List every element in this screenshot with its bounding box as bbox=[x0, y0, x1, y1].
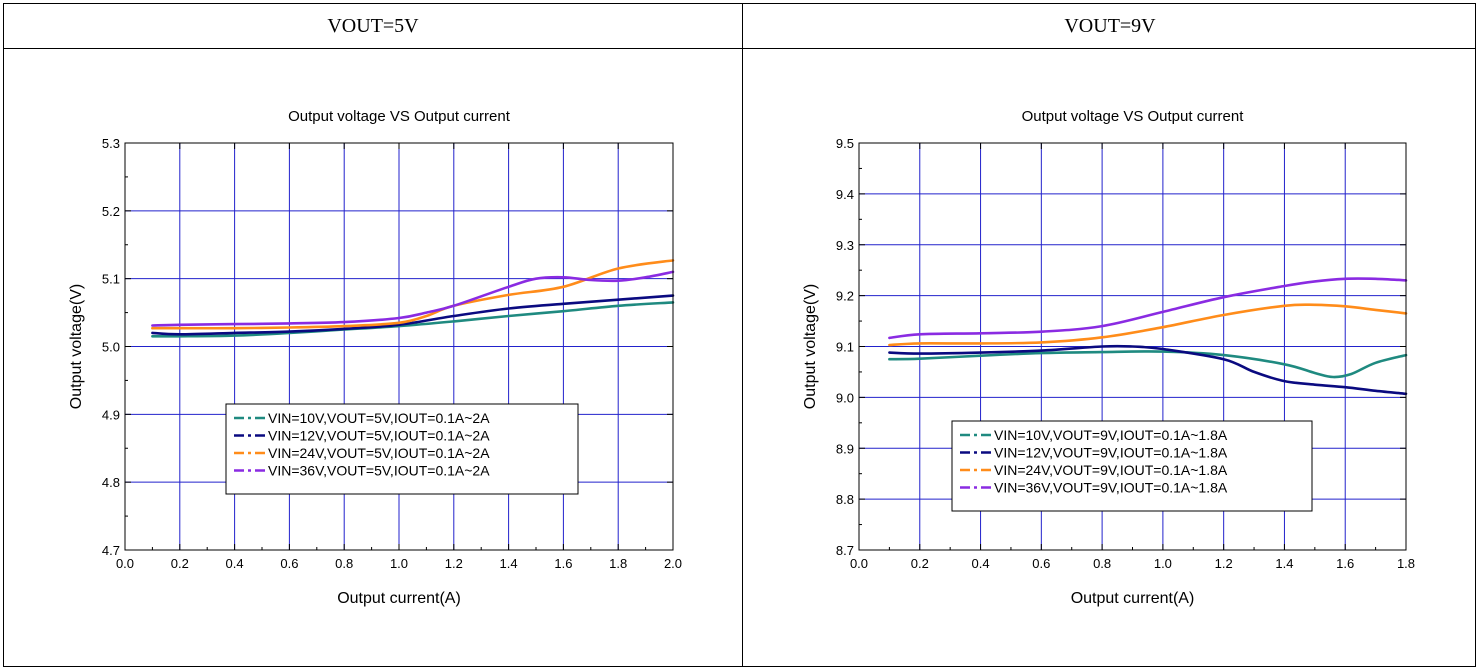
y-tick-label: 5.1 bbox=[102, 272, 120, 287]
x-tick-label: 1.8 bbox=[609, 556, 627, 571]
x-tick-label: 0.6 bbox=[280, 556, 298, 571]
series-line-2 bbox=[888, 344, 1408, 396]
x-tick-label: 1.0 bbox=[390, 556, 408, 571]
y-axis-label: Output voltage(V) bbox=[68, 284, 85, 409]
y-tick-label: 9.5 bbox=[836, 136, 854, 151]
x-tick-label: 1.8 bbox=[1397, 556, 1415, 571]
series-line-2 bbox=[151, 294, 675, 336]
y-tick-label: 9.4 bbox=[836, 187, 854, 202]
x-tick-label: 0.6 bbox=[1032, 556, 1050, 571]
series-line-1 bbox=[888, 350, 1408, 379]
y-tick-label: 5.3 bbox=[102, 136, 120, 151]
column-divider bbox=[742, 4, 743, 666]
x-tick-label: 1.6 bbox=[554, 556, 572, 571]
legend: VIN=10V,VOUT=9V,IOUT=0.1A~1.8A VIN=12V,VO… bbox=[951, 420, 1313, 512]
y-tick-label: 9.0 bbox=[836, 390, 854, 405]
series-line-3 bbox=[151, 259, 675, 330]
legend: VIN=10V,VOUT=5V,IOUT=0.1A~2A VIN=12V,VOUT… bbox=[225, 403, 579, 495]
legend-box bbox=[225, 403, 579, 495]
x-tick-label: 0.2 bbox=[171, 556, 189, 571]
x-tick-label: 1.6 bbox=[1336, 556, 1354, 571]
x-tick-label: 1.4 bbox=[1275, 556, 1293, 571]
legend-label-1: VIN=10V,VOUT=5V,IOUT=0.1A~2A bbox=[268, 410, 490, 426]
y-tick-label: 8.7 bbox=[836, 543, 854, 558]
x-axis-label: Output current(A) bbox=[1071, 590, 1195, 607]
y-tick-label: 4.7 bbox=[102, 543, 120, 558]
header-vout-5v: VOUT=5V bbox=[327, 15, 419, 37]
y-tick-label: 5.2 bbox=[102, 204, 120, 219]
x-tick-label: 1.2 bbox=[1215, 556, 1233, 571]
x-axis-label: Output current(A) bbox=[337, 590, 461, 607]
x-tick-label: 0.4 bbox=[972, 556, 990, 571]
y-tick-label: 4.9 bbox=[102, 407, 120, 422]
y-tick-label: 5.0 bbox=[102, 340, 120, 355]
series-line-4 bbox=[888, 277, 1408, 340]
legend-label-4: VIN=36V,VOUT=9V,IOUT=0.1A~1.8A bbox=[994, 480, 1228, 496]
y-tick-label: 9.2 bbox=[836, 289, 854, 304]
x-tick-label: 0.2 bbox=[911, 556, 929, 571]
x-tick-label: 0.0 bbox=[850, 556, 868, 571]
chart-title: Output voltage VS Output current bbox=[288, 108, 511, 125]
header-divider bbox=[4, 48, 1475, 49]
legend-label-1: VIN=10V,VOUT=9V,IOUT=0.1A~1.8A bbox=[994, 427, 1228, 443]
x-tick-label: 1.4 bbox=[500, 556, 518, 571]
comparison-table: VOUT=5V VOUT=9V bbox=[3, 3, 1476, 667]
legend-box bbox=[951, 420, 1313, 512]
y-axis-label: Output voltage(V) bbox=[802, 284, 819, 409]
legend-label-4: VIN=36V,VOUT=5V,IOUT=0.1A~2A bbox=[268, 463, 490, 479]
x-tick-label: 2.0 bbox=[664, 556, 682, 571]
x-tick-label: 0.8 bbox=[1093, 556, 1111, 571]
y-tick-label: 8.9 bbox=[836, 441, 854, 456]
x-tick-label: 1.0 bbox=[1154, 556, 1172, 571]
legend-label-3: VIN=24V,VOUT=5V,IOUT=0.1A~2A bbox=[268, 445, 490, 461]
chart-title: Output voltage VS Output current bbox=[1022, 108, 1245, 125]
x-tick-label: 1.2 bbox=[445, 556, 463, 571]
series-line-3 bbox=[888, 303, 1408, 347]
y-tick-label: 9.3 bbox=[836, 238, 854, 253]
x-tick-label: 0.0 bbox=[116, 556, 134, 571]
legend-label-3: VIN=24V,VOUT=9V,IOUT=0.1A~1.8A bbox=[994, 462, 1228, 478]
gridlines bbox=[125, 143, 673, 550]
y-tick-label: 4.8 bbox=[102, 475, 120, 490]
series-line-4 bbox=[151, 270, 675, 327]
x-tick-label: 0.8 bbox=[335, 556, 353, 571]
legend-label-2: VIN=12V,VOUT=9V,IOUT=0.1A~1.8A bbox=[994, 445, 1228, 461]
y-tick-label: 8.8 bbox=[836, 492, 854, 507]
legend-label-2: VIN=12V,VOUT=5V,IOUT=0.1A~2A bbox=[268, 428, 490, 444]
header-vout-9v: VOUT=9V bbox=[1064, 15, 1156, 37]
y-tick-label: 9.1 bbox=[836, 340, 854, 355]
x-tick-label: 0.4 bbox=[226, 556, 244, 571]
